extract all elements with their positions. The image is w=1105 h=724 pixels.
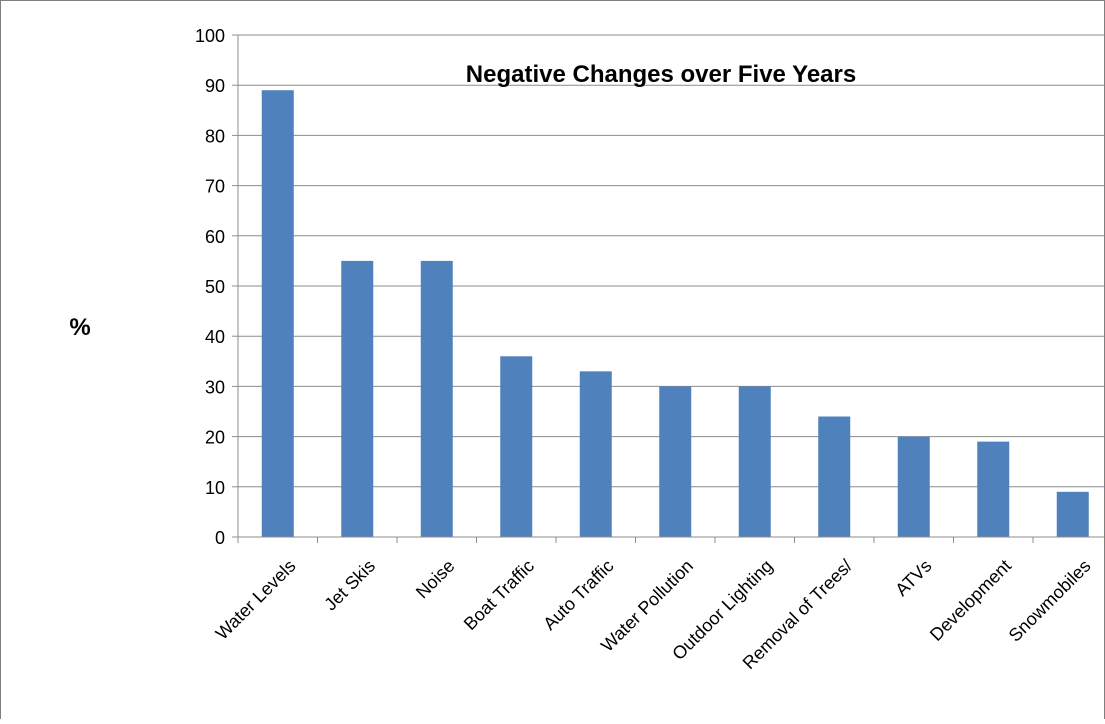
y-tick-label: 30: [205, 377, 225, 397]
y-tick-label: 80: [205, 126, 225, 146]
y-tick-label: 100: [195, 26, 225, 46]
bar: [500, 356, 533, 537]
x-tick-label: Auto Traffic: [539, 556, 617, 634]
chart-title: Negative Changes over Five Years: [466, 61, 856, 88]
bar: [738, 386, 771, 537]
y-tick-label: 40: [205, 327, 225, 347]
x-tick-label: Noise: [412, 556, 459, 603]
x-tick-label: Development: [926, 556, 1015, 645]
bar: [1056, 491, 1089, 537]
bar: [261, 90, 294, 537]
y-axis-label: %: [69, 314, 90, 341]
y-tick-label: 0: [215, 528, 225, 548]
bar: [818, 416, 851, 537]
x-tick-label: Jet Skis: [320, 556, 379, 615]
bar: [579, 371, 612, 537]
x-tick-label: ATVs: [891, 556, 935, 600]
bar: [659, 386, 692, 537]
x-tick-label: Snowmobiles: [1005, 556, 1095, 646]
bars: [261, 90, 1089, 537]
y-tick-label: 70: [205, 177, 225, 197]
y-tick-label: 10: [205, 478, 225, 498]
y-tick-label: 20: [205, 428, 225, 448]
axes: [237, 35, 1105, 543]
x-tick-label: Boat Traffic: [460, 556, 538, 634]
bar: [420, 260, 453, 537]
bar: [341, 260, 374, 537]
x-tick-labels: Water Levels Jet Skis Noise Boat Traffic Aut…: [212, 556, 1095, 673]
y-tick-label: 90: [205, 76, 225, 96]
bar: [897, 436, 930, 537]
x-tick-label: Water Levels: [212, 556, 300, 644]
y-tick-label: 50: [205, 277, 225, 297]
y-tick-labels: 0 10 20 30 40 50 60 70 80 90 100: [195, 26, 225, 548]
bar: [977, 441, 1010, 537]
y-tick-label: 60: [205, 227, 225, 247]
